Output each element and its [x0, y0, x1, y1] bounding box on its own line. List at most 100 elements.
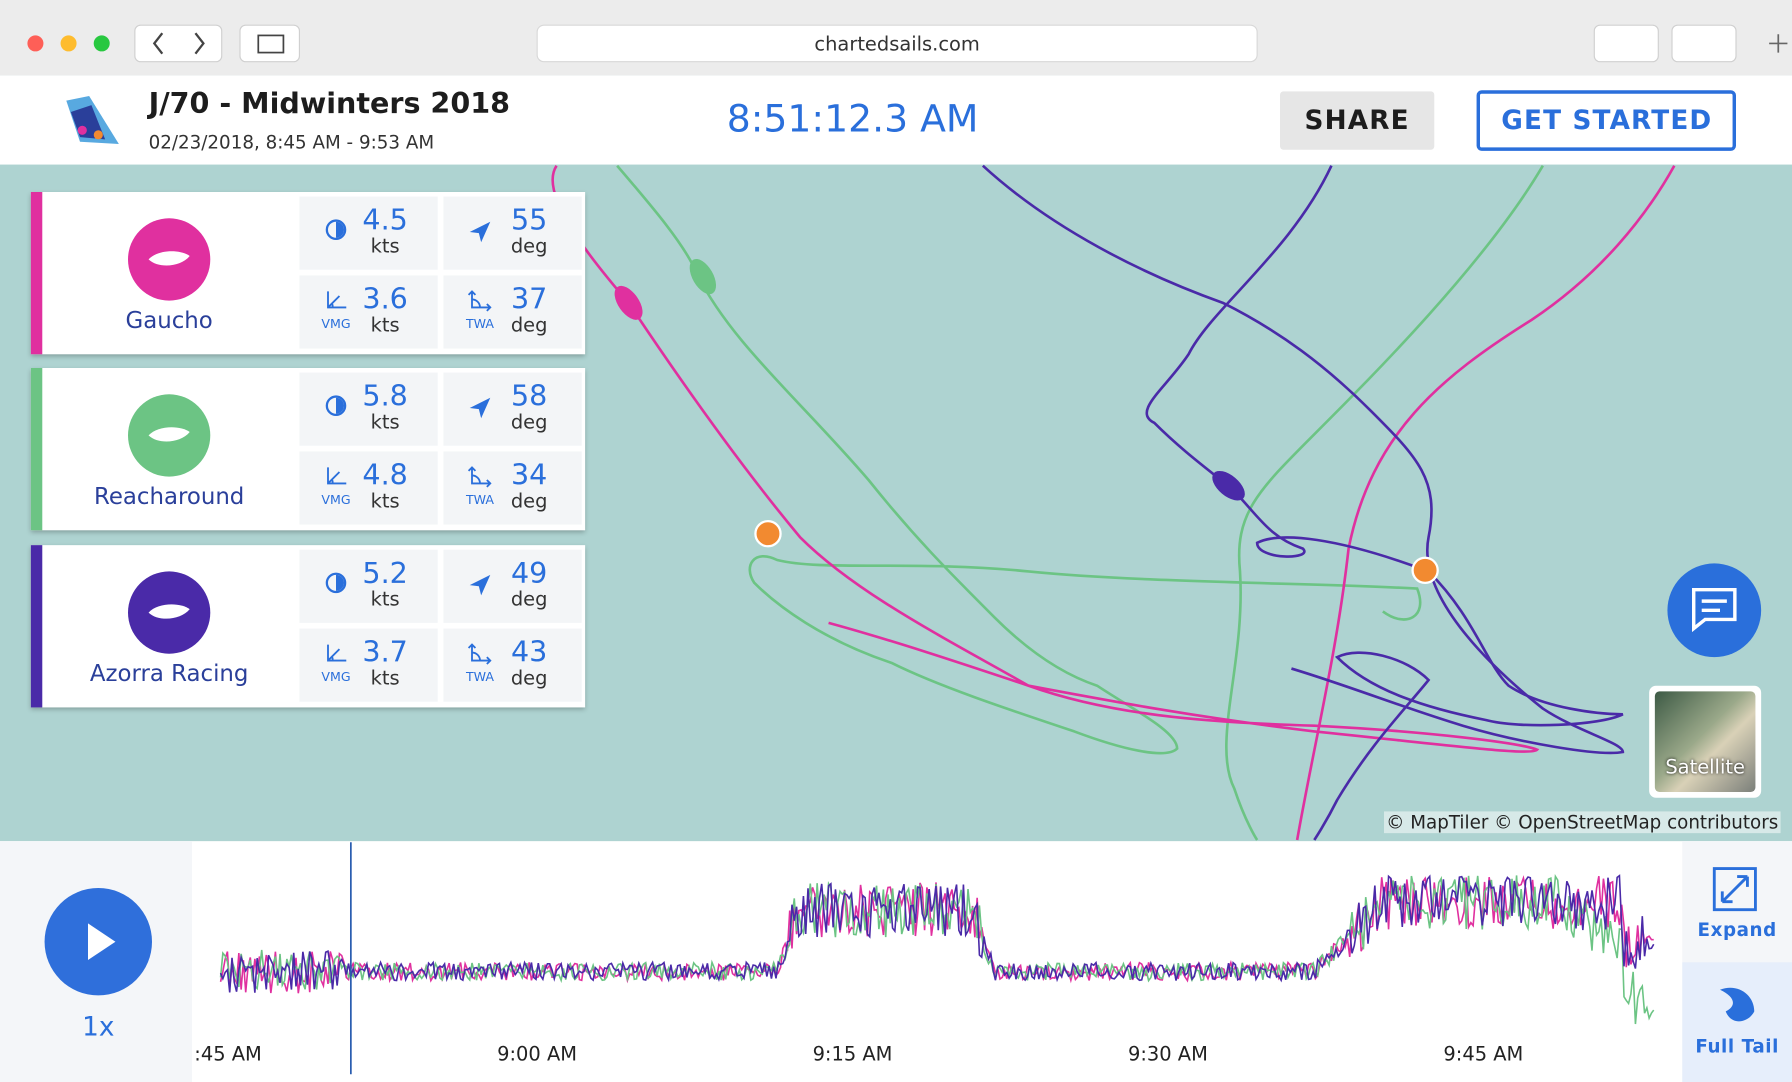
stat-cell: 49 deg [443, 549, 582, 623]
stat-value: 37 [510, 282, 548, 316]
speed-trace [219, 874, 1655, 993]
stat-value: 5.2 [362, 556, 408, 590]
race-mark[interactable] [1411, 556, 1439, 584]
stat-unit: kts [370, 490, 400, 514]
stat-icon [469, 221, 491, 243]
stat-unit: kts [370, 314, 400, 338]
boat-color-bar [30, 545, 43, 708]
nav-buttons[interactable] [134, 24, 223, 63]
boat-card: Azorra Racing 5.2 kts 49 deg 3.7 kts VMG 43 deg TW… [30, 545, 586, 708]
boat-icon [127, 394, 211, 477]
stat-value: 3.7 [362, 635, 408, 669]
speed-icon [335, 221, 344, 238]
sidebar-button[interactable] [239, 24, 300, 63]
stat-cell: 43 deg TWA [443, 628, 582, 702]
chat-icon [1691, 587, 1737, 633]
vmg-icon [327, 291, 347, 309]
get-started-button-bg[interactable] [1476, 90, 1736, 151]
twa-icon [467, 643, 492, 665]
stat-value: 4.5 [362, 203, 408, 237]
twa-icon [467, 290, 492, 312]
heading-icon [469, 574, 491, 596]
stat-value: 55 [510, 203, 548, 237]
nav-arrows [152, 32, 205, 55]
get-started-button[interactable]: GET STARTED [1501, 106, 1713, 136]
boat-marker[interactable] [1207, 465, 1250, 506]
time-label: 9:00 AM [497, 1043, 578, 1067]
stat-icon [467, 466, 492, 488]
track-magenta [551, 164, 1540, 753]
new-tab[interactable] [1769, 34, 1788, 53]
time-label: 9:45 AM [1443, 1043, 1524, 1067]
boat-name: Azorra Racing [89, 659, 249, 687]
time-label: 9:30 AM [1127, 1043, 1208, 1067]
race-clock: 8:51:12.3 AM [726, 95, 979, 141]
stat-icon [327, 467, 347, 485]
stat-cell: 5.2 kts [299, 549, 438, 623]
boat-icon-hull [148, 427, 190, 442]
share-browser-button[interactable] [1593, 24, 1659, 63]
stat-unit: kts [370, 235, 400, 259]
stat-icon [469, 397, 491, 419]
vmg-icon [327, 644, 347, 662]
track-purple [981, 164, 1625, 755]
speed-icon [335, 574, 344, 591]
stat-cell: 5.8 kts [299, 372, 438, 446]
stat-cell: 4.8 kts VMG [299, 451, 438, 525]
logo [66, 95, 119, 144]
race-mark[interactable] [754, 519, 782, 548]
stat-label: TWA [465, 492, 495, 508]
boat-card: Gaucho 4.5 kts 55 deg 3.6 kts VMG 37 deg TWA [30, 191, 586, 355]
boat-marker[interactable] [609, 281, 648, 325]
speed-icon [325, 219, 347, 240]
url-bar[interactable] [536, 24, 1258, 63]
twa-icon [467, 466, 492, 488]
share-button[interactable]: SHARE [1304, 106, 1410, 136]
stat-unit: deg [510, 314, 548, 338]
stat-value: 58 [510, 379, 548, 413]
stat-cell: 4.5 kts [299, 196, 438, 270]
boat-card: Reacharound 5.8 kts 58 deg 4.8 kts VMG 34 deg TWA [30, 367, 586, 531]
boat-icon-hull [148, 251, 190, 266]
boat-marker[interactable] [684, 255, 721, 299]
expand-icon[interactable] [1712, 867, 1757, 912]
stat-icon [325, 572, 347, 594]
full-tail-button[interactable] [1682, 962, 1792, 1082]
race-title: J/70 - Midwinters 2018 [148, 86, 510, 120]
satellite-label[interactable]: Satellite [1665, 756, 1745, 780]
zoom-button[interactable] [93, 35, 110, 52]
close-button[interactable] [27, 35, 44, 52]
stat-cell: 58 deg [443, 372, 582, 446]
stat-value: 49 [510, 556, 548, 590]
stat-value: 4.8 [362, 458, 408, 492]
boat-name: Reacharound [93, 482, 245, 510]
stat-unit: kts [370, 588, 400, 612]
expand-label[interactable]: Expand [1697, 918, 1777, 941]
speed-icon [325, 395, 347, 416]
tracks [551, 164, 1676, 841]
stat-value: 3.6 [362, 282, 408, 316]
stat-cell: 37 deg TWA [443, 275, 582, 349]
race-date-range: 02/23/2018, 8:45 AM - 9:53 AM [148, 131, 435, 154]
playback-speed[interactable]: 1x [82, 1012, 115, 1043]
boat-color-bar [30, 191, 43, 355]
minimize-button[interactable] [60, 35, 77, 52]
stat-unit: kts [370, 667, 400, 691]
boat-icon [127, 218, 211, 301]
tabs-button[interactable] [1671, 24, 1737, 63]
stat-label: TWA [465, 316, 495, 332]
boat-icon [127, 571, 211, 654]
heading-icon [469, 397, 491, 419]
track-green [1225, 165, 1544, 841]
full-tail-label[interactable]: Full Tail [1695, 1035, 1779, 1058]
vmg-icon [327, 467, 347, 485]
stat-cell: 55 deg [443, 196, 582, 270]
share-button-bg[interactable] [1279, 91, 1435, 150]
stat-unit: deg [510, 588, 548, 612]
speed-traces [219, 874, 1655, 1025]
stat-label: VMG [321, 669, 351, 685]
stat-unit: deg [510, 235, 548, 259]
speed-icon [335, 397, 344, 414]
